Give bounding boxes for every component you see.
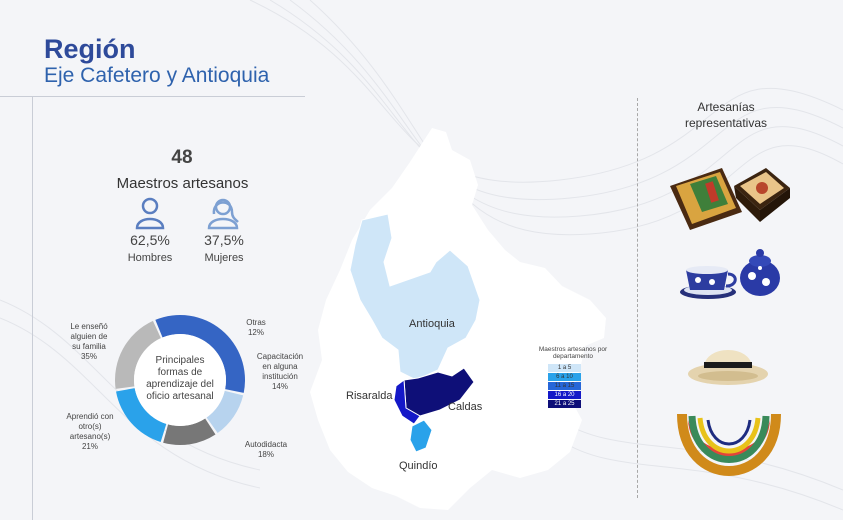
map-region-risaralda bbox=[393, 379, 421, 425]
legend-swatch bbox=[548, 391, 581, 399]
legend-label: 16 a 20 bbox=[554, 392, 575, 398]
header-divider bbox=[0, 96, 305, 97]
donut-label-otras: Otras 12% bbox=[246, 318, 266, 337]
beaded-necklace-icon bbox=[677, 413, 781, 476]
woman-icon bbox=[207, 198, 239, 230]
map-label-risaralda: Risaralda bbox=[346, 390, 393, 402]
legend-item-1: 1 a 5 bbox=[548, 364, 581, 372]
man-icon bbox=[135, 197, 165, 230]
donut-label-autodidacta: Autodidacta 18% bbox=[244, 440, 288, 459]
donut-label-otro-artesano: Aprendió con otro(s) artesano(s) 21% bbox=[66, 412, 114, 451]
legend-item-2: 6 a 10 bbox=[548, 373, 581, 381]
page-subtitle: Eje Cafetero y Antioquia bbox=[44, 64, 270, 87]
women-percent: 37,5% bbox=[204, 232, 244, 248]
ceramic-cup-teapot-icon bbox=[680, 249, 780, 299]
legend-swatch bbox=[548, 400, 581, 408]
legend-item-3: 11 a 15 bbox=[548, 382, 581, 390]
legend-label: 1 a 5 bbox=[557, 365, 572, 371]
legend-swatch bbox=[548, 382, 581, 390]
men-percent: 62,5% bbox=[130, 232, 170, 248]
painted-boxes-icon bbox=[670, 168, 790, 230]
women-label: Mujeres bbox=[204, 252, 244, 264]
map-region-quindio bbox=[409, 419, 433, 453]
donut-chart bbox=[114, 314, 245, 445]
total-artisans: 48 bbox=[171, 147, 193, 168]
legend-label: 11 a 15 bbox=[554, 383, 575, 389]
donut-label-familia: Le enseñó alguien de su familia 35% bbox=[70, 322, 108, 361]
artesanias-title: Artesanías representativas bbox=[684, 100, 768, 130]
legend-item-5: 21 a 25 bbox=[548, 400, 581, 408]
legend-item-4: 16 a 20 bbox=[548, 391, 581, 399]
slice-otras bbox=[206, 390, 244, 433]
slice-otro-artesano bbox=[114, 320, 161, 389]
map-label-antioquia: Antioquia bbox=[409, 318, 455, 330]
map-legend-title: Maestros artesanos por departamento bbox=[538, 346, 608, 360]
page-title: Región bbox=[44, 34, 136, 64]
map-label-caldas: Caldas bbox=[448, 401, 483, 413]
total-artisans-label: Maestros artesanos bbox=[116, 175, 249, 192]
straw-hat-icon bbox=[688, 350, 768, 385]
men-label: Hombres bbox=[127, 252, 173, 264]
map-label-quindio: Quindío bbox=[399, 460, 438, 472]
left-divider bbox=[32, 97, 33, 520]
legend-label: 6 a 10 bbox=[556, 374, 573, 380]
slice-autodidacta bbox=[116, 388, 167, 443]
map-region-antioquia bbox=[349, 213, 481, 381]
donut-hole bbox=[134, 334, 226, 426]
legend-swatch bbox=[548, 373, 581, 381]
section-divider bbox=[637, 98, 638, 498]
slice-familia bbox=[155, 314, 245, 393]
donut-label-capacitacion: Capacitación en alguna institución 14% bbox=[256, 352, 304, 391]
donut-center-label: Principales formas de aprendizaje del of… bbox=[146, 355, 214, 402]
slice-capacitacion bbox=[163, 418, 216, 445]
legend-swatch bbox=[548, 364, 581, 372]
legend-label: 21 a 25 bbox=[554, 401, 575, 407]
